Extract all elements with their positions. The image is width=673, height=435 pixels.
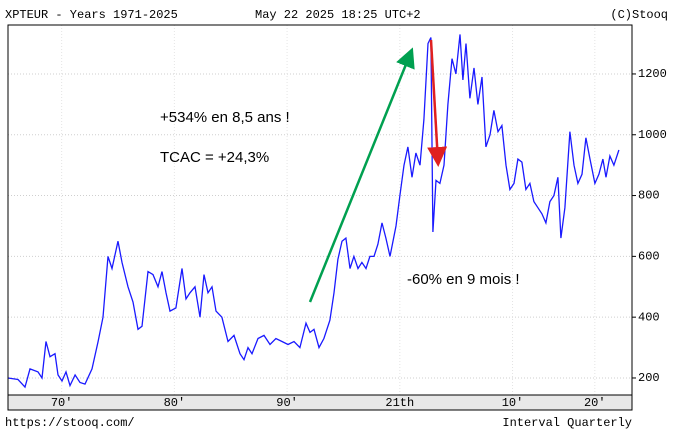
y-tick-label: 1200 bbox=[638, 67, 667, 81]
x-tick-label: 10' bbox=[502, 396, 524, 410]
annotation: -60% en 9 mois ! bbox=[407, 271, 520, 288]
price-line bbox=[7, 34, 620, 389]
chart-title: XPTEUR - Years 1971-2025 bbox=[5, 8, 178, 22]
plot-frame bbox=[7, 24, 633, 411]
x-tick-label: 70' bbox=[51, 396, 73, 410]
annotation: TCAC = +24,3% bbox=[160, 149, 269, 166]
chart-date: May 22 2025 18:25 UTC+2 bbox=[255, 8, 421, 22]
credit: (C)Stooq bbox=[610, 8, 668, 22]
x-tick-label: 20' bbox=[584, 396, 606, 410]
interval: Interval Quarterly bbox=[502, 416, 632, 430]
x-tick-label: 90' bbox=[276, 396, 298, 410]
x-tick-label: 21th bbox=[385, 396, 414, 410]
y-tick-label: 1000 bbox=[638, 128, 667, 142]
plot bbox=[7, 34, 620, 389]
x-tick-label: 80' bbox=[164, 396, 186, 410]
grid bbox=[8, 25, 632, 395]
source: https://stooq.com/ bbox=[5, 416, 135, 430]
y-tick-label: 800 bbox=[638, 189, 660, 203]
y-tick-label: 600 bbox=[638, 250, 660, 264]
green-arrow bbox=[308, 47, 415, 303]
y-tick-label: 200 bbox=[638, 371, 660, 385]
red-arrow bbox=[427, 39, 448, 167]
annotation: +534% en 8,5 ans ! bbox=[160, 109, 290, 126]
y-tick-label: 400 bbox=[638, 310, 660, 324]
x-axis-band bbox=[8, 395, 632, 410]
